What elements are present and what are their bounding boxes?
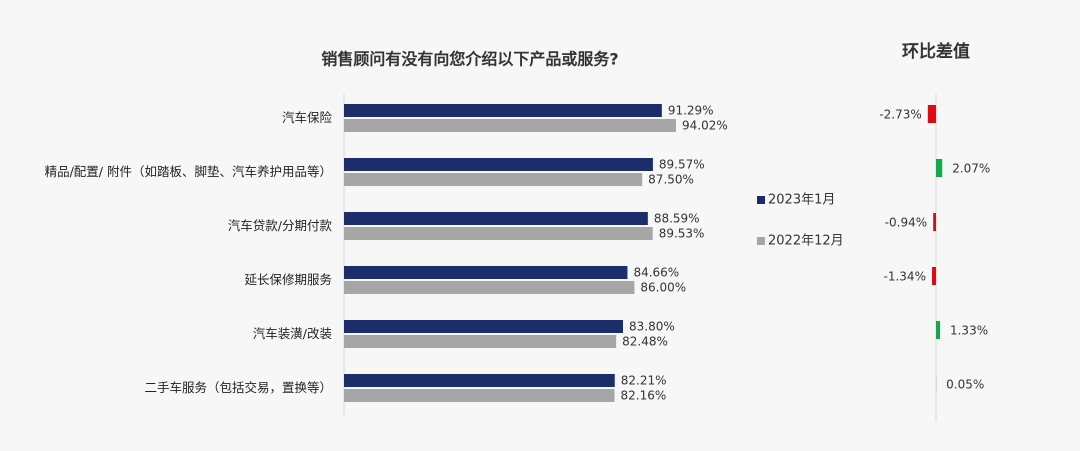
bar bbox=[936, 321, 940, 339]
chart-title: 销售顾问有没有向您介绍以下产品或服务? bbox=[321, 50, 618, 69]
value-label: 82.21% bbox=[621, 374, 667, 388]
value-label: 91.29% bbox=[668, 104, 714, 118]
bar bbox=[936, 159, 943, 177]
legend-label: 2023年1月 bbox=[768, 193, 835, 208]
bar bbox=[931, 267, 936, 285]
y-tick-label: 二手车服务（包括交易，置换等） bbox=[144, 380, 332, 395]
category-label-box: 延长保修期服务 bbox=[244, 272, 332, 287]
category-label-box: 二手车服务（包括交易，置换等） bbox=[144, 380, 332, 395]
value-label: -1.34% bbox=[884, 270, 926, 284]
value-label: 0.05% bbox=[946, 378, 984, 392]
bar bbox=[344, 266, 628, 279]
value-label: 82.48% bbox=[622, 335, 668, 349]
legend-label: 2022年12月 bbox=[768, 234, 844, 249]
bar bbox=[344, 320, 623, 333]
value-label: 82.16% bbox=[620, 389, 666, 403]
value-label: 86.00% bbox=[640, 281, 686, 295]
bar bbox=[344, 212, 648, 225]
value-label: 83.80% bbox=[629, 320, 675, 334]
value-label: -0.94% bbox=[885, 216, 927, 230]
value-label: 88.59% bbox=[654, 212, 700, 226]
category-label-box: 汽车贷款/分期付款 bbox=[227, 218, 332, 233]
y-tick-label: 汽车装潢/改装 bbox=[252, 326, 332, 341]
value-label: 1.33% bbox=[950, 324, 988, 338]
legend-swatch bbox=[757, 237, 765, 245]
bar bbox=[344, 119, 676, 132]
bar bbox=[344, 158, 653, 171]
bar bbox=[927, 105, 936, 123]
category-label-box: 汽车装潢/改装 bbox=[252, 326, 332, 341]
bar bbox=[344, 389, 615, 402]
y-tick-label: 精品/配置/ 附件（如踏板、脚垫、汽车养护用品等） bbox=[44, 164, 332, 179]
bar bbox=[344, 173, 643, 186]
category-label-box: 汽车保险 bbox=[281, 110, 332, 125]
bar bbox=[344, 104, 662, 117]
bar bbox=[344, 335, 617, 348]
value-label: 94.02% bbox=[682, 119, 728, 133]
bar bbox=[344, 374, 615, 387]
value-label: 84.66% bbox=[633, 266, 679, 280]
value-label: 2.07% bbox=[952, 162, 990, 176]
value-label: 89.57% bbox=[659, 158, 705, 172]
chart-title: 环比差值 bbox=[902, 41, 970, 62]
value-label: 89.53% bbox=[659, 227, 705, 241]
value-label: -2.73% bbox=[879, 108, 921, 122]
y-tick-label: 延长保修期服务 bbox=[244, 272, 332, 287]
legend-swatch bbox=[757, 196, 765, 204]
bar bbox=[933, 213, 936, 231]
category-label-box: 精品/配置/ 附件（如踏板、脚垫、汽车养护用品等） bbox=[44, 164, 332, 179]
y-tick-label: 汽车贷款/分期付款 bbox=[227, 218, 332, 233]
y-tick-label: 汽车保险 bbox=[281, 110, 332, 125]
bar bbox=[344, 281, 635, 294]
value-label: 87.50% bbox=[648, 173, 694, 187]
bar bbox=[344, 227, 653, 240]
